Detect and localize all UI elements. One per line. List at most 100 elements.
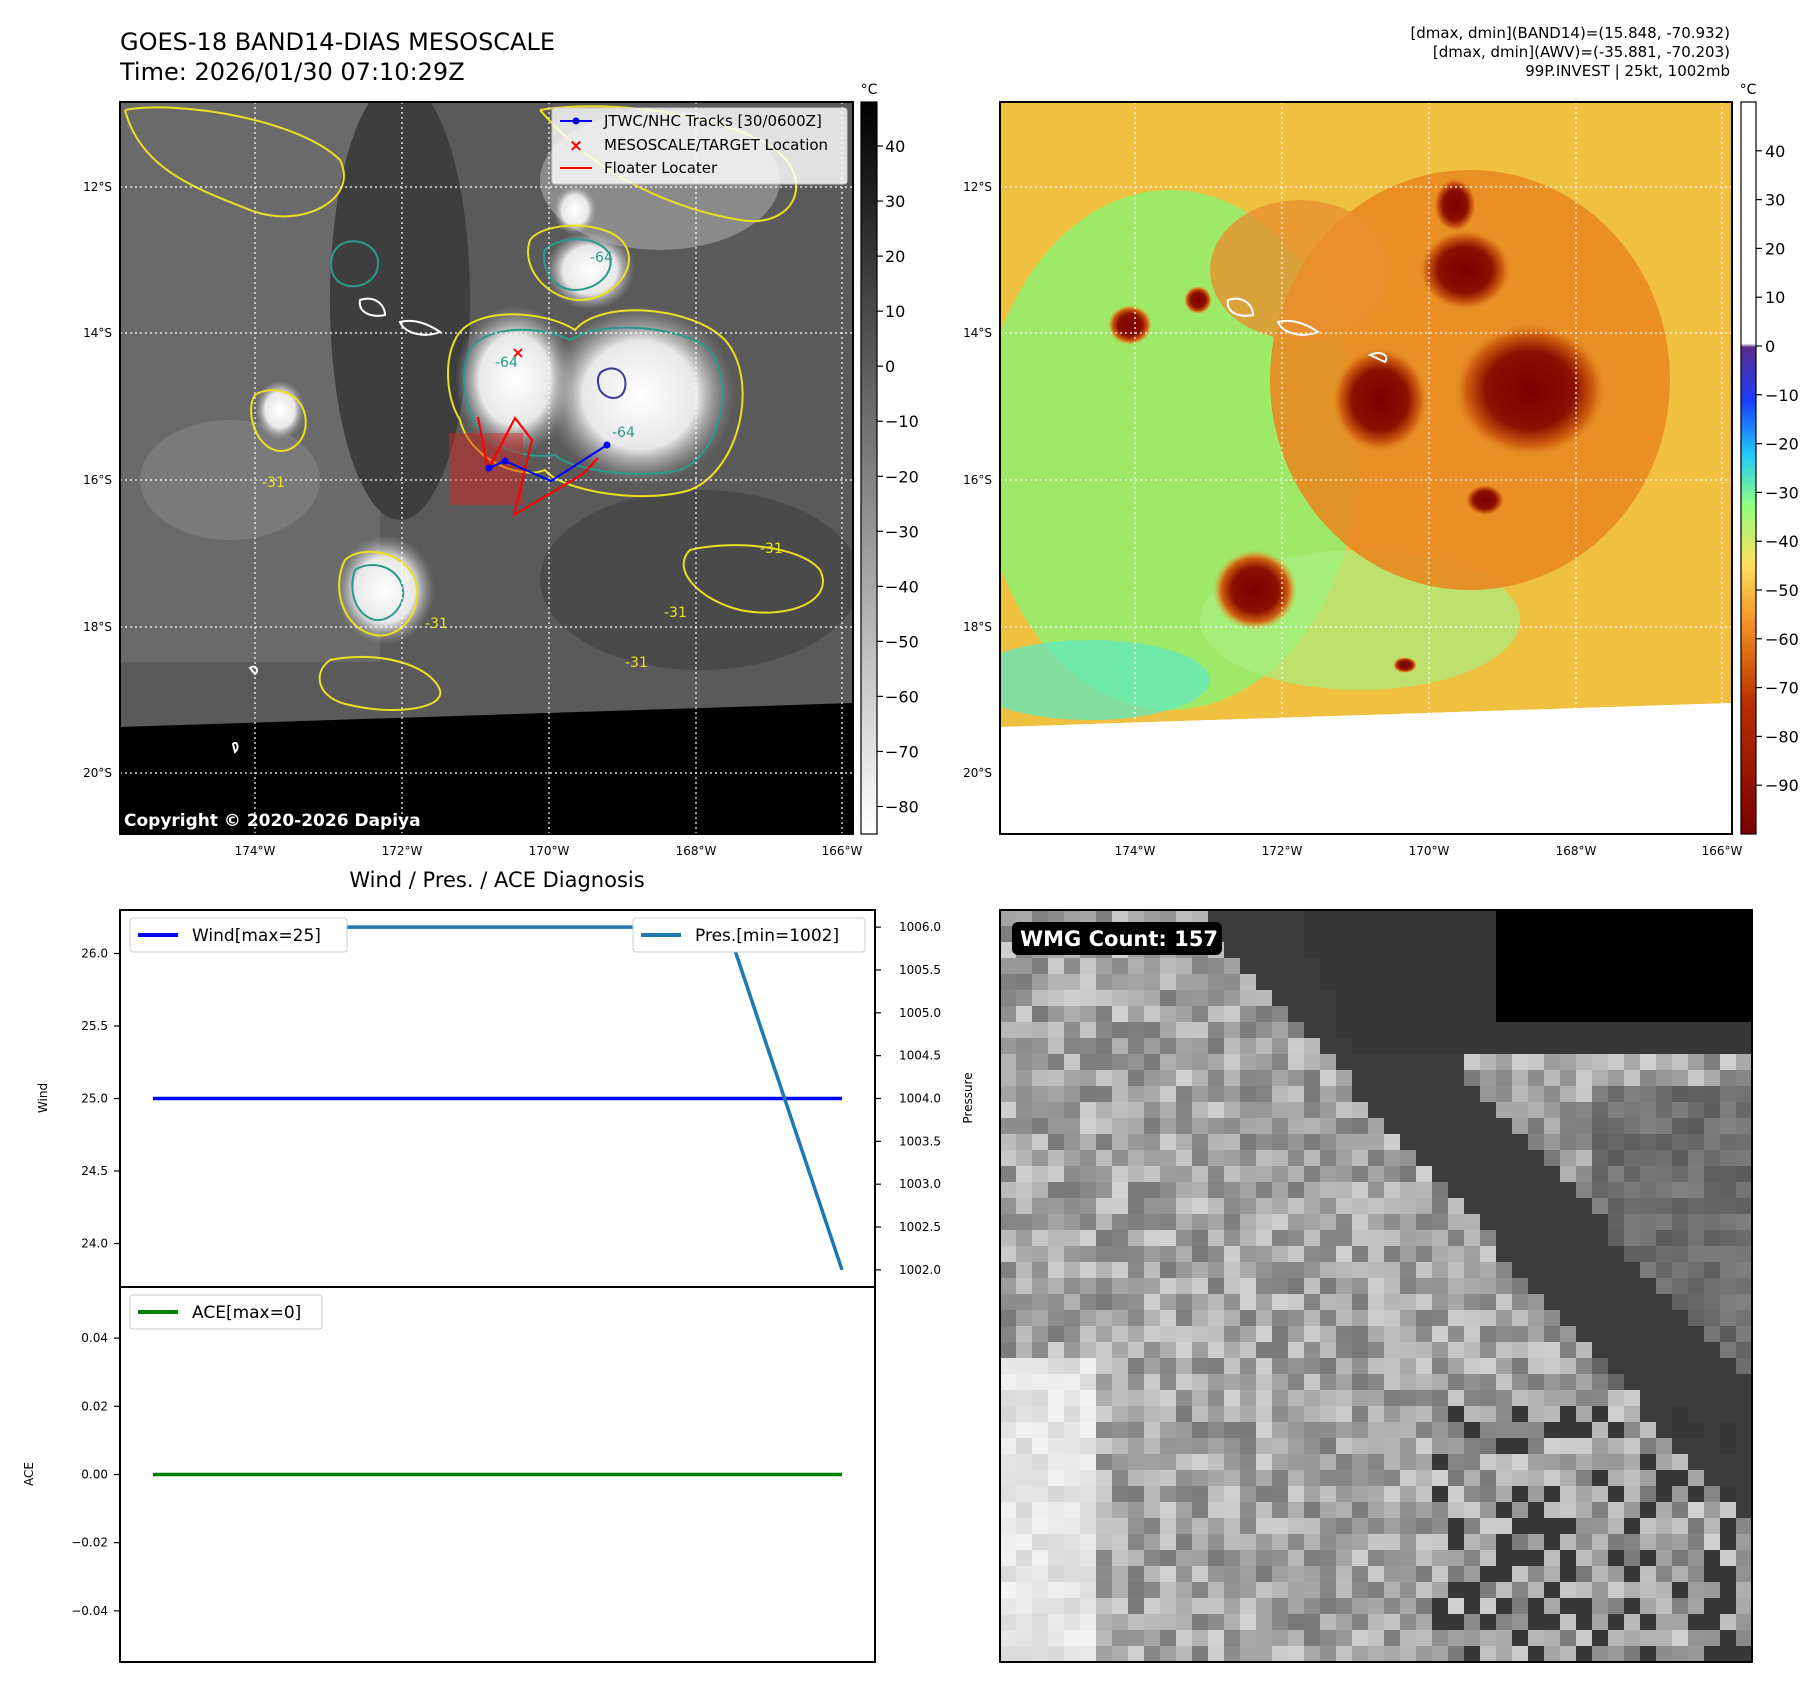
diagnosis-panel: Wind / Pres. / ACE Diagnosis 26.0 25.5 25.…	[22, 868, 975, 1663]
ir-colorbar-tick-label: 10	[885, 302, 905, 321]
pressure-tick-label: 1004.0	[899, 1092, 941, 1106]
awv-colorbar-tick-label: 10	[1765, 288, 1785, 307]
wind-tick-label: 25.0	[81, 1092, 108, 1106]
awv-stats: [dmax, dmin](AWV)=(-35.881, -70.203)	[1432, 43, 1730, 61]
wmg-imagery	[1000, 910, 1752, 1662]
lon-label: 174°W	[1115, 844, 1156, 858]
ir-colorbar-unit: °C	[861, 82, 878, 98]
pressure-legend: Pres.[min=1002]	[632, 917, 866, 953]
awv-colorbar-tick-label: −70	[1765, 679, 1799, 698]
lon-label: 170°W	[1409, 844, 1450, 858]
ir-colorbar-tick-label: −70	[885, 742, 919, 761]
wind-tick-label: 24.5	[81, 1164, 108, 1178]
awv-colorbar-tick-label: −50	[1765, 581, 1799, 600]
awv-colorbar-tick-label: −60	[1765, 630, 1799, 649]
lon-label: 174°W	[235, 844, 276, 858]
pressure-tick-label: 1004.5	[899, 1049, 941, 1063]
ir-colorbar-tick-label: −60	[885, 687, 919, 706]
wmg-count-label: WMG Count: 157	[1020, 927, 1218, 951]
lon-label: 172°W	[1262, 844, 1303, 858]
ir-colorbar-tick-label: 30	[885, 192, 905, 211]
wmg-panel: WMG Count: 157	[999, 909, 1753, 1663]
ir-legend: JTWC/NHC Tracks [30/0600Z] × MESOSCALE/T…	[551, 107, 848, 185]
lat-label: 20°S	[83, 766, 112, 780]
ace-tick-label: 0.00	[81, 1468, 108, 1482]
awv-colorbar: °C 40 30 20 10 0 −10 −20 −30 −40 −50 −60 −70 −80 −90	[1740, 82, 1799, 835]
ir-colorbar-tick-label: 40	[885, 137, 905, 156]
ir-colorbar-tick-label: −30	[885, 522, 919, 541]
pressure-tick-label: 1003.0	[899, 1177, 941, 1191]
ir-colorbar-tick-label: 20	[885, 247, 905, 266]
ir-colorbar-tick-label: −40	[885, 577, 919, 596]
ace-legend: ACE[max=0]	[129, 1294, 323, 1330]
awv-colorbar-tick-label: 20	[1765, 239, 1785, 258]
pressure-axis-label: Pressure	[961, 1072, 975, 1123]
lat-label: 16°S	[963, 473, 992, 487]
awv-colorbar-tick-label: −20	[1765, 435, 1799, 454]
ir-colorbar-tick-label: −50	[885, 632, 919, 651]
lat-label: 12°S	[963, 180, 992, 194]
legend-track-label: JTWC/NHC Tracks [30/0600Z]	[603, 112, 822, 130]
lat-label: 20°S	[963, 766, 992, 780]
awv-colorbar-tick-label: −10	[1765, 386, 1799, 405]
awv-colorbar-tick-label: −30	[1765, 483, 1799, 502]
wind-legend-label: Wind[max=25]	[192, 926, 321, 946]
contour-label: -64	[495, 355, 518, 371]
wind-tick-label: 26.0	[81, 947, 108, 961]
lon-label: 168°W	[676, 844, 717, 858]
awv-colorbar-tick-label: 40	[1765, 142, 1785, 161]
copyright-text: Copyright © 2020-2026 Dapiya	[124, 811, 421, 831]
pressure-tick-label: 1006.0	[899, 920, 941, 934]
lon-label: 170°W	[529, 844, 570, 858]
ace-axis-label: ACE	[22, 1462, 36, 1486]
band14-stats: [dmax, dmin](BAND14)=(15.848, -70.932)	[1410, 24, 1730, 42]
lat-label: 14°S	[963, 326, 992, 340]
ir-panel: × -64 -64 -64 -31 -31 -31 -31 -31 JTWC/N…	[83, 82, 919, 858]
lon-label: 166°W	[822, 844, 863, 858]
pressure-tick-label: 1003.5	[899, 1134, 941, 1148]
ir-colorbar-tick-label: −10	[885, 412, 919, 431]
lon-label: 166°W	[1702, 844, 1743, 858]
awv-colorbar-tick-label: 0	[1765, 337, 1775, 356]
awv-imagery	[1000, 102, 1732, 834]
pressure-tick-label: 1002.5	[899, 1220, 941, 1234]
pressure-tick-label: 1005.5	[899, 963, 941, 977]
legend-target-label: MESOSCALE/TARGET Location	[604, 136, 828, 154]
awv-panel: 12°S 14°S 16°S 18°S 20°S 174°W 172°W 170…	[963, 82, 1799, 858]
ir-imagery: × -64 -64 -64 -31 -31 -31 -31 -31	[120, 102, 853, 834]
contour-label: -64	[612, 425, 635, 441]
figure-time: Time: 2026/01/30 07:10:29Z	[120, 58, 465, 86]
pressure-tick-label: 1005.0	[899, 1006, 941, 1020]
figure-title: GOES-18 BAND14-DIAS MESOSCALE	[120, 28, 556, 56]
contour-label: -31	[425, 616, 448, 632]
svg-text:×: ×	[569, 136, 583, 156]
svg-text:×: ×	[511, 343, 524, 362]
wind-tick-label: 25.5	[81, 1019, 108, 1033]
contour-label: -64	[590, 250, 613, 266]
storm-info: 99P.INVEST | 25kt, 1002mb	[1525, 62, 1730, 80]
ace-legend-label: ACE[max=0]	[192, 1303, 301, 1323]
legend-floater-label: Floater Locater	[604, 159, 718, 177]
ace-tick-label: −0.02	[71, 1536, 108, 1550]
lon-label: 172°W	[382, 844, 423, 858]
ir-colorbar: °C 40 30 20 10 0 −10 −20 −30 −40 −50 −60 −70 −80	[860, 82, 919, 835]
pressure-legend-label: Pres.[min=1002]	[695, 926, 839, 946]
pressure-tick-label: 1002.0	[899, 1263, 941, 1277]
lat-label: 14°S	[83, 326, 112, 340]
diagnosis-title: Wind / Pres. / ACE Diagnosis	[349, 868, 644, 892]
lat-label: 18°S	[963, 620, 992, 634]
ace-tick-label: 0.04	[81, 1331, 108, 1345]
lon-label: 168°W	[1556, 844, 1597, 858]
awv-colorbar-tick-label: 30	[1765, 191, 1785, 210]
ir-colorbar-tick-label: −80	[885, 797, 919, 816]
contour-label: -31	[625, 655, 648, 671]
contour-label: -31	[262, 475, 285, 491]
wind-tick-label: 24.0	[81, 1237, 108, 1251]
contour-label: -31	[664, 605, 687, 621]
wind-axis-label: Wind	[36, 1083, 50, 1113]
ir-colorbar-tick-label: −20	[885, 467, 919, 486]
ace-tick-label: 0.02	[81, 1399, 108, 1413]
lat-label: 18°S	[83, 620, 112, 634]
awv-colorbar-tick-label: −90	[1765, 776, 1799, 795]
wind-legend: Wind[max=25]	[129, 917, 348, 953]
